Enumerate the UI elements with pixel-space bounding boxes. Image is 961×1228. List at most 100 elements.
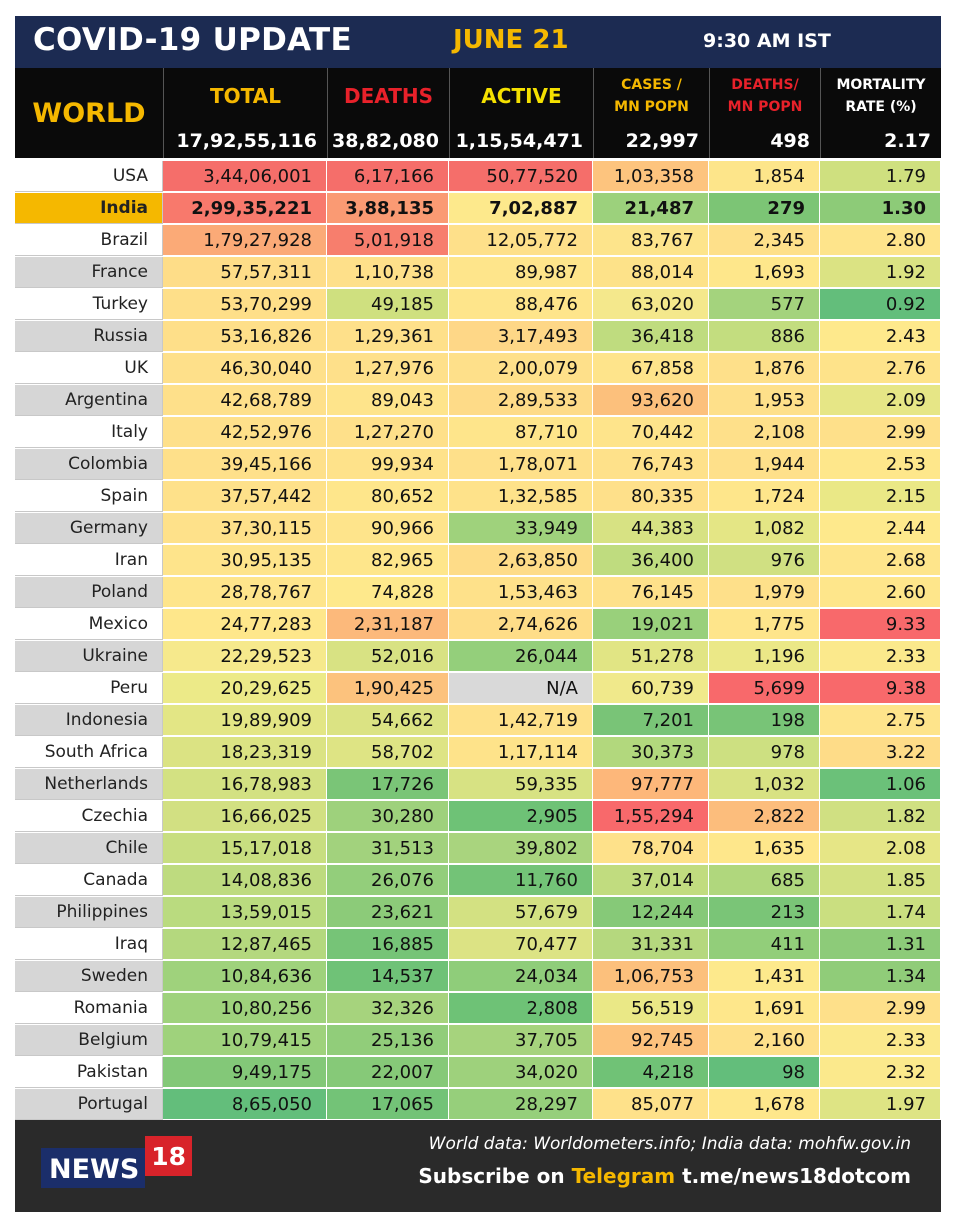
cell-deaths-mn: 1,944	[709, 449, 820, 480]
cell-mortality: 2.33	[820, 641, 941, 672]
cell-cases-mn: 93,620	[593, 385, 709, 416]
country-name: Italy	[15, 417, 163, 448]
table-row: Belgium 10,79,415 25,136 37,705 92,745 2,160 2…	[15, 1025, 941, 1057]
cell-cases-mn: 67,858	[593, 353, 709, 384]
table-row: India 2,99,35,221 3,88,135 7,02,887 21,487 27…	[15, 193, 941, 225]
cell-mortality: 2.99	[820, 993, 941, 1024]
country-name: Iraq	[15, 929, 163, 960]
cell-deaths: 1,29,361	[327, 321, 449, 352]
table-row: Argentina 42,68,789 89,043 2,89,533 93,620 1,…	[15, 385, 941, 417]
logo-text: NEWS	[41, 1148, 146, 1188]
cell-total: 53,70,299	[163, 289, 327, 320]
col-header-deaths-mn-line2: MN POPN	[727, 99, 803, 115]
cell-active: 24,034	[449, 961, 593, 992]
cell-cases-mn: 83,767	[593, 225, 709, 256]
cell-deaths-mn: 2,108	[709, 417, 820, 448]
cell-cases-mn: 4,218	[593, 1057, 709, 1088]
col-header-mortality-line1: MORTALITY	[836, 76, 926, 93]
cell-cases-mn: 1,06,753	[593, 961, 709, 992]
world-active-value: 1,15,54,471	[449, 124, 593, 158]
cell-active: 3,17,493	[449, 321, 593, 352]
cell-mortality: 2.53	[820, 449, 941, 480]
cell-total: 13,59,015	[163, 897, 327, 928]
cell-mortality: 1.82	[820, 801, 941, 832]
cell-mortality: 2.75	[820, 705, 941, 736]
cell-deaths-mn: 1,979	[709, 577, 820, 608]
country-name: Portugal	[15, 1089, 163, 1120]
country-name: Turkey	[15, 289, 163, 320]
cell-cases-mn: 60,739	[593, 673, 709, 704]
cell-mortality: 2.33	[820, 1025, 941, 1056]
table-row: South Africa 18,23,319 58,702 1,17,114 30,37…	[15, 737, 941, 769]
cell-deaths-mn: 411	[709, 929, 820, 960]
table-row: Spain 37,57,442 80,652 1,32,585 80,335 1,724 2…	[15, 481, 941, 513]
cell-active: 87,710	[449, 417, 593, 448]
cell-mortality: 1.30	[820, 193, 941, 224]
cell-cases-mn: 1,03,358	[593, 161, 709, 192]
col-header-cases-mn-line2: MN POPN	[614, 99, 689, 115]
telegram-link[interactable]: t.me/news18dotcom	[682, 1164, 911, 1188]
world-label: WORLD	[32, 97, 146, 129]
cell-deaths-mn: 1,724	[709, 481, 820, 512]
cell-total: 10,84,636	[163, 961, 327, 992]
table-row: Mexico 24,77,283 2,31,187 2,74,626 19,021 1,7…	[15, 609, 941, 641]
cell-deaths: 14,537	[327, 961, 449, 992]
table-row: Indonesia 19,89,909 54,662 1,42,719 7,201 198…	[15, 705, 941, 737]
cell-total: 22,29,523	[163, 641, 327, 672]
cell-total: 9,49,175	[163, 1057, 327, 1088]
cell-cases-mn: 78,704	[593, 833, 709, 864]
cell-active: 11,760	[449, 865, 593, 896]
cell-total: 37,57,442	[163, 481, 327, 512]
cell-deaths: 23,621	[327, 897, 449, 928]
cell-deaths: 1,27,270	[327, 417, 449, 448]
table-row: Netherlands 16,78,983 17,726 59,335 97,777 1,…	[15, 769, 941, 801]
cell-active: 1,53,463	[449, 577, 593, 608]
cell-cases-mn: 88,014	[593, 257, 709, 288]
col-header-active: ACTIVE	[449, 68, 593, 124]
cell-total: 3,44,06,001	[163, 161, 327, 192]
cell-total: 2,99,35,221	[163, 193, 327, 224]
cell-deaths: 80,652	[327, 481, 449, 512]
cell-total: 16,78,983	[163, 769, 327, 800]
cell-cases-mn: 7,201	[593, 705, 709, 736]
cell-deaths: 17,726	[327, 769, 449, 800]
table-row: USA 3,44,06,001 6,17,166 50,77,520 1,03,358 1…	[15, 161, 941, 193]
cell-active: 1,78,071	[449, 449, 593, 480]
cell-active: 37,705	[449, 1025, 593, 1056]
cell-total: 37,30,115	[163, 513, 327, 544]
cell-cases-mn: 36,400	[593, 545, 709, 576]
cell-active: 70,477	[449, 929, 593, 960]
cell-active: 34,020	[449, 1057, 593, 1088]
cell-total: 46,30,040	[163, 353, 327, 384]
country-name: Pakistan	[15, 1057, 163, 1088]
cell-total: 1,79,27,928	[163, 225, 327, 256]
table-row: Philippines 13,59,015 23,621 57,679 12,244 21…	[15, 897, 941, 929]
cell-deaths-mn: 1,854	[709, 161, 820, 192]
col-header-deaths: DEATHS	[327, 68, 449, 124]
cell-deaths: 74,828	[327, 577, 449, 608]
cell-deaths-mn: 978	[709, 737, 820, 768]
col-header-mortality-line2: RATE (%)	[845, 99, 917, 115]
footer: NEWS 18 World data: Worldometers.info; I…	[15, 1120, 941, 1212]
cell-deaths: 26,076	[327, 865, 449, 896]
cell-deaths-mn: 1,691	[709, 993, 820, 1024]
cell-cases-mn: 70,442	[593, 417, 709, 448]
cell-deaths-mn: 2,160	[709, 1025, 820, 1056]
cell-total: 24,77,283	[163, 609, 327, 640]
cell-deaths-mn: 1,196	[709, 641, 820, 672]
cell-cases-mn: 21,487	[593, 193, 709, 224]
cell-total: 42,52,976	[163, 417, 327, 448]
cell-mortality: 2.99	[820, 417, 941, 448]
world-deaths-mn-value: 498	[709, 124, 820, 158]
cell-deaths: 82,965	[327, 545, 449, 576]
cell-active: 50,77,520	[449, 161, 593, 192]
country-name: Peru	[15, 673, 163, 704]
cell-mortality: 2.68	[820, 545, 941, 576]
country-name: Iran	[15, 545, 163, 576]
cell-deaths-mn: 2,345	[709, 225, 820, 256]
country-name: France	[15, 257, 163, 288]
cell-deaths-mn: 213	[709, 897, 820, 928]
table-row: Iraq 12,87,465 16,885 70,477 31,331 411 1.31	[15, 929, 941, 961]
cell-cases-mn: 80,335	[593, 481, 709, 512]
table-row: Sweden 10,84,636 14,537 24,034 1,06,753 1,431…	[15, 961, 941, 993]
